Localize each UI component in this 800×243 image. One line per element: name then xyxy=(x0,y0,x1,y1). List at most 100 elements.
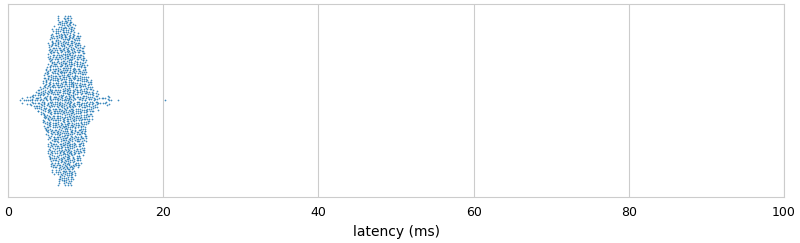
Point xyxy=(84,95,97,99)
Point xyxy=(31,96,44,100)
Point xyxy=(46,128,59,132)
Point xyxy=(66,88,79,92)
Point xyxy=(65,121,78,125)
Point xyxy=(46,104,58,108)
Point xyxy=(65,94,78,97)
Point xyxy=(102,97,114,101)
Point xyxy=(77,61,90,65)
Point xyxy=(54,69,67,73)
Point xyxy=(78,94,90,98)
Point xyxy=(53,148,66,152)
Point xyxy=(57,39,70,43)
Point xyxy=(72,137,85,141)
Point xyxy=(47,50,60,54)
Point xyxy=(60,31,73,35)
Point xyxy=(73,109,86,113)
Point xyxy=(58,149,71,153)
Point xyxy=(45,63,58,67)
Point xyxy=(71,78,84,82)
Point xyxy=(71,149,84,153)
Point xyxy=(68,54,81,58)
Point xyxy=(44,143,57,147)
Point xyxy=(82,119,95,123)
Point xyxy=(74,57,87,61)
Point xyxy=(54,170,66,174)
Point xyxy=(44,122,57,126)
Point xyxy=(40,127,53,131)
Point xyxy=(46,100,59,104)
Point xyxy=(55,101,68,105)
Point xyxy=(73,116,86,120)
Point xyxy=(26,100,38,104)
Point xyxy=(66,135,78,139)
Point xyxy=(58,165,70,169)
Point xyxy=(42,93,54,96)
Point xyxy=(70,132,83,136)
Point xyxy=(56,127,69,130)
Point xyxy=(49,151,62,155)
Point xyxy=(48,147,61,150)
Point xyxy=(60,77,73,81)
Point xyxy=(62,66,74,70)
Point xyxy=(58,26,70,30)
Point xyxy=(47,114,60,118)
Point xyxy=(98,96,111,100)
Point xyxy=(78,87,90,90)
Point xyxy=(50,81,62,85)
Point xyxy=(54,78,67,82)
Point xyxy=(61,122,74,126)
Point xyxy=(66,62,78,66)
Point xyxy=(61,63,74,67)
Point xyxy=(61,129,74,133)
Point xyxy=(103,98,116,102)
Point xyxy=(59,33,72,37)
Point xyxy=(71,86,84,89)
Point xyxy=(52,177,65,181)
Point xyxy=(46,67,59,71)
Point xyxy=(86,117,98,121)
Point xyxy=(78,132,91,136)
Point xyxy=(70,130,83,134)
Point xyxy=(63,121,76,125)
Point xyxy=(90,100,102,104)
Point xyxy=(50,81,62,85)
Point xyxy=(57,89,70,93)
Point xyxy=(40,65,53,69)
Point xyxy=(58,180,70,183)
Point xyxy=(63,150,76,154)
Point xyxy=(23,102,36,106)
Point xyxy=(32,91,45,95)
Point xyxy=(50,123,62,127)
Point xyxy=(79,105,92,109)
Point xyxy=(72,97,85,101)
Point xyxy=(51,161,64,165)
Point xyxy=(74,149,86,153)
Point xyxy=(62,78,75,82)
Point xyxy=(46,154,59,157)
Point xyxy=(80,77,93,81)
Point xyxy=(72,43,85,47)
Point xyxy=(62,123,74,127)
Point xyxy=(41,101,54,105)
Point xyxy=(50,64,63,68)
Point xyxy=(74,83,86,87)
Point xyxy=(45,42,58,46)
Point xyxy=(59,80,72,84)
Point xyxy=(45,91,58,95)
Point xyxy=(61,52,74,55)
Point xyxy=(56,110,69,114)
Point xyxy=(66,165,78,169)
Point xyxy=(70,139,83,143)
Point xyxy=(66,67,79,71)
Point xyxy=(62,153,74,157)
Point xyxy=(51,96,64,100)
Point xyxy=(45,164,58,168)
Point xyxy=(54,20,66,24)
Point xyxy=(51,86,64,89)
Point xyxy=(54,125,66,129)
Point xyxy=(52,18,65,22)
Point xyxy=(61,117,74,121)
Point xyxy=(53,109,66,113)
Point xyxy=(58,172,71,176)
Point xyxy=(50,121,62,125)
